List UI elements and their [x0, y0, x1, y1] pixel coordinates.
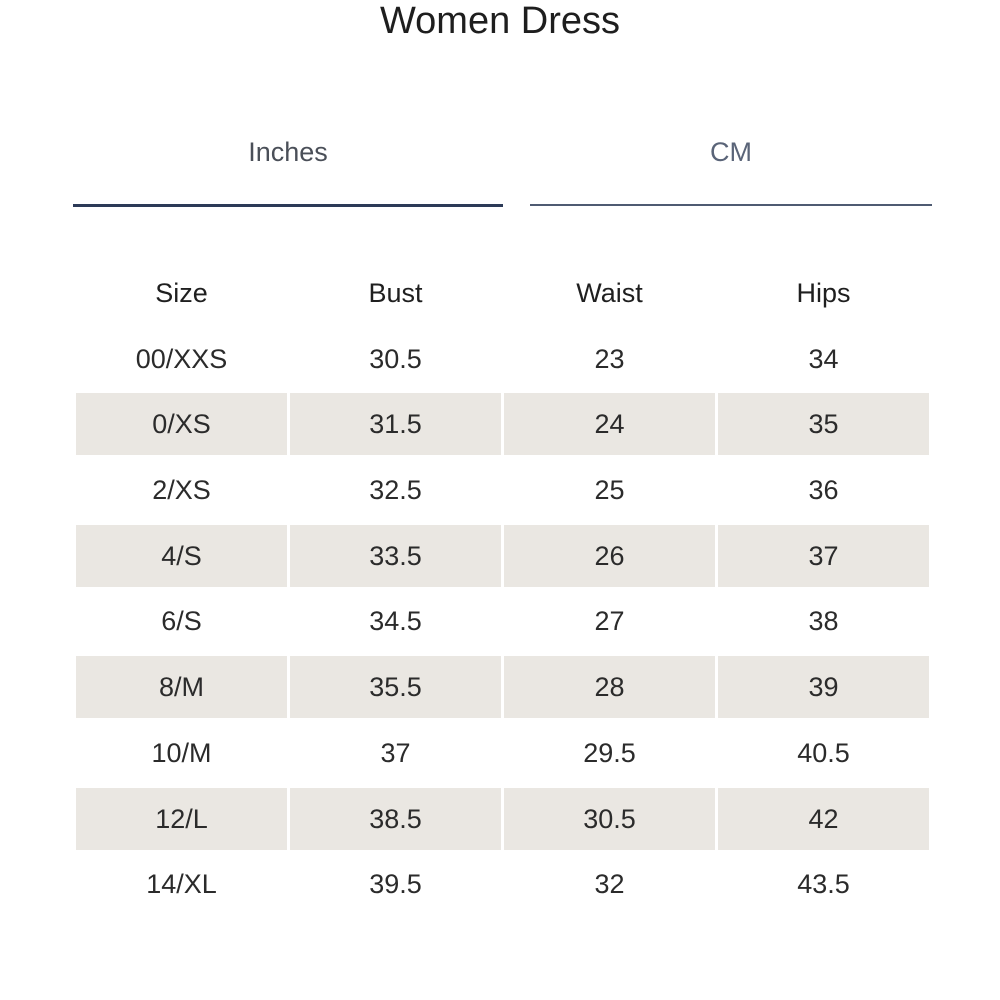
- table-cell-size: 14/XL: [146, 869, 217, 900]
- table-cell-waist: 32: [594, 869, 625, 900]
- table-cell-hips: 39: [718, 656, 929, 719]
- table-cell-waist: 24: [504, 393, 715, 456]
- table-cell-bust: 37: [380, 737, 411, 768]
- table-cell-hips: 38: [808, 606, 839, 637]
- column-header-bust: Bust: [368, 278, 423, 308]
- table-cell-size: 2/XS: [152, 475, 211, 506]
- table-cell-size: 8/M: [76, 656, 287, 719]
- table-cell-bust: 32.5: [369, 475, 422, 506]
- table-cell-bust: 34.5: [369, 606, 422, 637]
- table-cell-hips: 35: [718, 393, 929, 456]
- column-header-waist: Waist: [576, 278, 643, 308]
- table-cell-size: 10/M: [151, 737, 212, 768]
- table-cell-hips: 42: [718, 787, 929, 850]
- column-header-size: Size: [155, 278, 208, 308]
- page-title: Women Dress: [379, 0, 621, 42]
- table-cell-waist: 23: [594, 343, 625, 374]
- table-cell-waist: 27: [594, 606, 625, 637]
- table-cell-waist: 30.5: [504, 787, 715, 850]
- table-cell-size: 12/L: [76, 787, 287, 850]
- table-cell-hips: 34: [808, 343, 839, 374]
- table-cell-hips: 36: [808, 475, 839, 506]
- column-header-hips: Hips: [796, 278, 851, 308]
- table-cell-bust: 39.5: [369, 869, 422, 900]
- table-cell-waist: 25: [594, 475, 625, 506]
- table-cell-waist: 29.5: [583, 737, 636, 768]
- tab-cm[interactable]: CM: [530, 132, 932, 206]
- table-cell-waist: 28: [504, 656, 715, 719]
- table-cell-bust: 30.5: [369, 343, 422, 374]
- table-cell-bust: 38.5: [290, 787, 501, 850]
- table-cell-hips: 37: [718, 524, 929, 587]
- table-cell-bust: 33.5: [290, 524, 501, 587]
- table-cell-size: 00/XXS: [135, 343, 228, 374]
- table-cell-size: 0/XS: [76, 393, 287, 456]
- table-cell-waist: 26: [504, 524, 715, 587]
- table-cell-hips: 40.5: [797, 737, 850, 768]
- table-cell-bust: 35.5: [290, 656, 501, 719]
- table-cell-size: 4/S: [76, 524, 287, 587]
- table-cell-bust: 31.5: [290, 393, 501, 456]
- table-cell-hips: 43.5: [797, 869, 850, 900]
- tab-inches[interactable]: Inches: [73, 132, 503, 207]
- size-chart-table: Size Bust Waist Hips 00/XXS 30.5 23 34 0…: [76, 262, 929, 915]
- table-cell-size: 6/S: [161, 606, 202, 637]
